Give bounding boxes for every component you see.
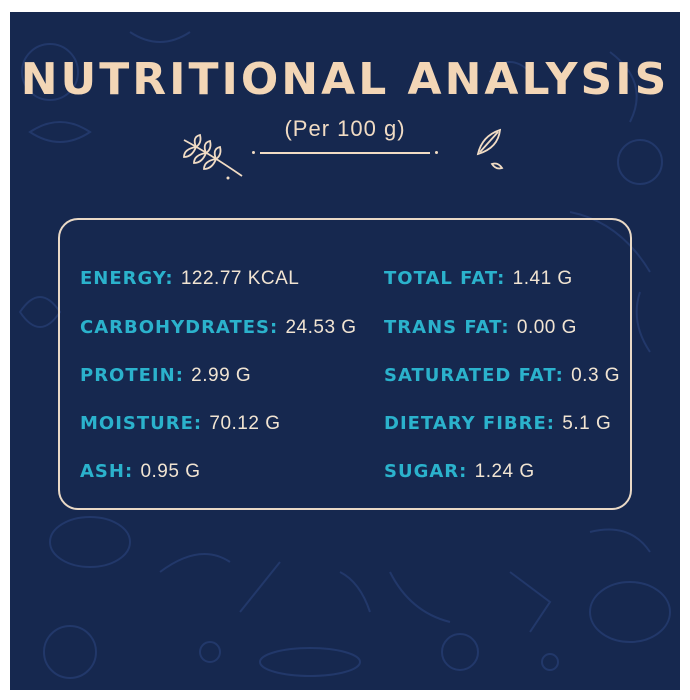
nutrient-row-trans-fat: TRANS FAT: 0.00 G [384,317,577,339]
nutrient-label: DIETARY FIBRE: [384,413,563,434]
nutrient-row-moisture: MOISTURE: 70.12 G [80,413,281,435]
nutrient-label: SUGAR: [384,461,475,482]
nutrient-value: 0.3 G [571,365,621,386]
nutrient-value: 1.24 G [474,461,535,482]
nutrient-row-protein: PROTEIN: 2.99 G [80,365,251,387]
page-subtitle: (Per 100 g) [284,116,406,141]
nutrient-row-dietary-fibre: DIETARY FIBRE: 5.1 G [384,413,611,435]
wheat-sprig-icon [183,133,243,180]
nutrient-value: 2.99 G [191,365,252,386]
nutrient-row-ash: ASH: 0.95 G [80,461,200,483]
nutrient-value: 24.53 G [285,317,357,338]
nutrient-label: TOTAL FAT: [384,268,513,289]
nutrition-panel: NUTRITIONAL ANALYSIS (Per 100 g) ENERGY:… [10,12,680,690]
nutrient-row-sugar: SUGAR: 1.24 G [384,461,535,483]
nutrient-row-total-fat: TOTAL FAT: 1.41 G [384,268,573,290]
nutrient-label: ASH: [80,461,141,482]
nutrient-row-saturated-fat: SATURATED FAT: 0.3 G [384,365,620,387]
nutrient-label: MOISTURE: [80,413,210,434]
nutrient-value: 5.1 G [562,413,612,434]
page-title: NUTRITIONAL ANALYSIS [20,54,670,105]
divider-dot-right [435,151,438,154]
nutrient-value: 122.77 KCAL [180,268,300,289]
nutrition-card: ENERGY: 122.77 KCAL CARBOHYDRATES: 24.53… [58,218,632,510]
nutrient-row-energy: ENERGY: 122.77 KCAL [80,268,299,290]
nutrient-value: 0.00 G [516,317,577,338]
divider-dot-left [252,151,255,154]
title-divider [260,152,430,154]
nutrient-label: PROTEIN: [80,365,192,386]
nutrient-label: CARBOHYDRATES: [80,317,286,338]
nutrient-value: 70.12 G [209,413,281,434]
nutrient-value: 0.95 G [140,461,201,482]
nutrient-label: ENERGY: [80,268,181,289]
nutrient-label: SATURATED FAT: [384,365,572,386]
nutrient-label: TRANS FAT: [384,317,517,338]
leaves-icon [476,128,504,170]
nutrient-value: 1.41 G [512,268,573,289]
nutrient-row-carbohydrates: CARBOHYDRATES: 24.53 G [80,317,357,339]
